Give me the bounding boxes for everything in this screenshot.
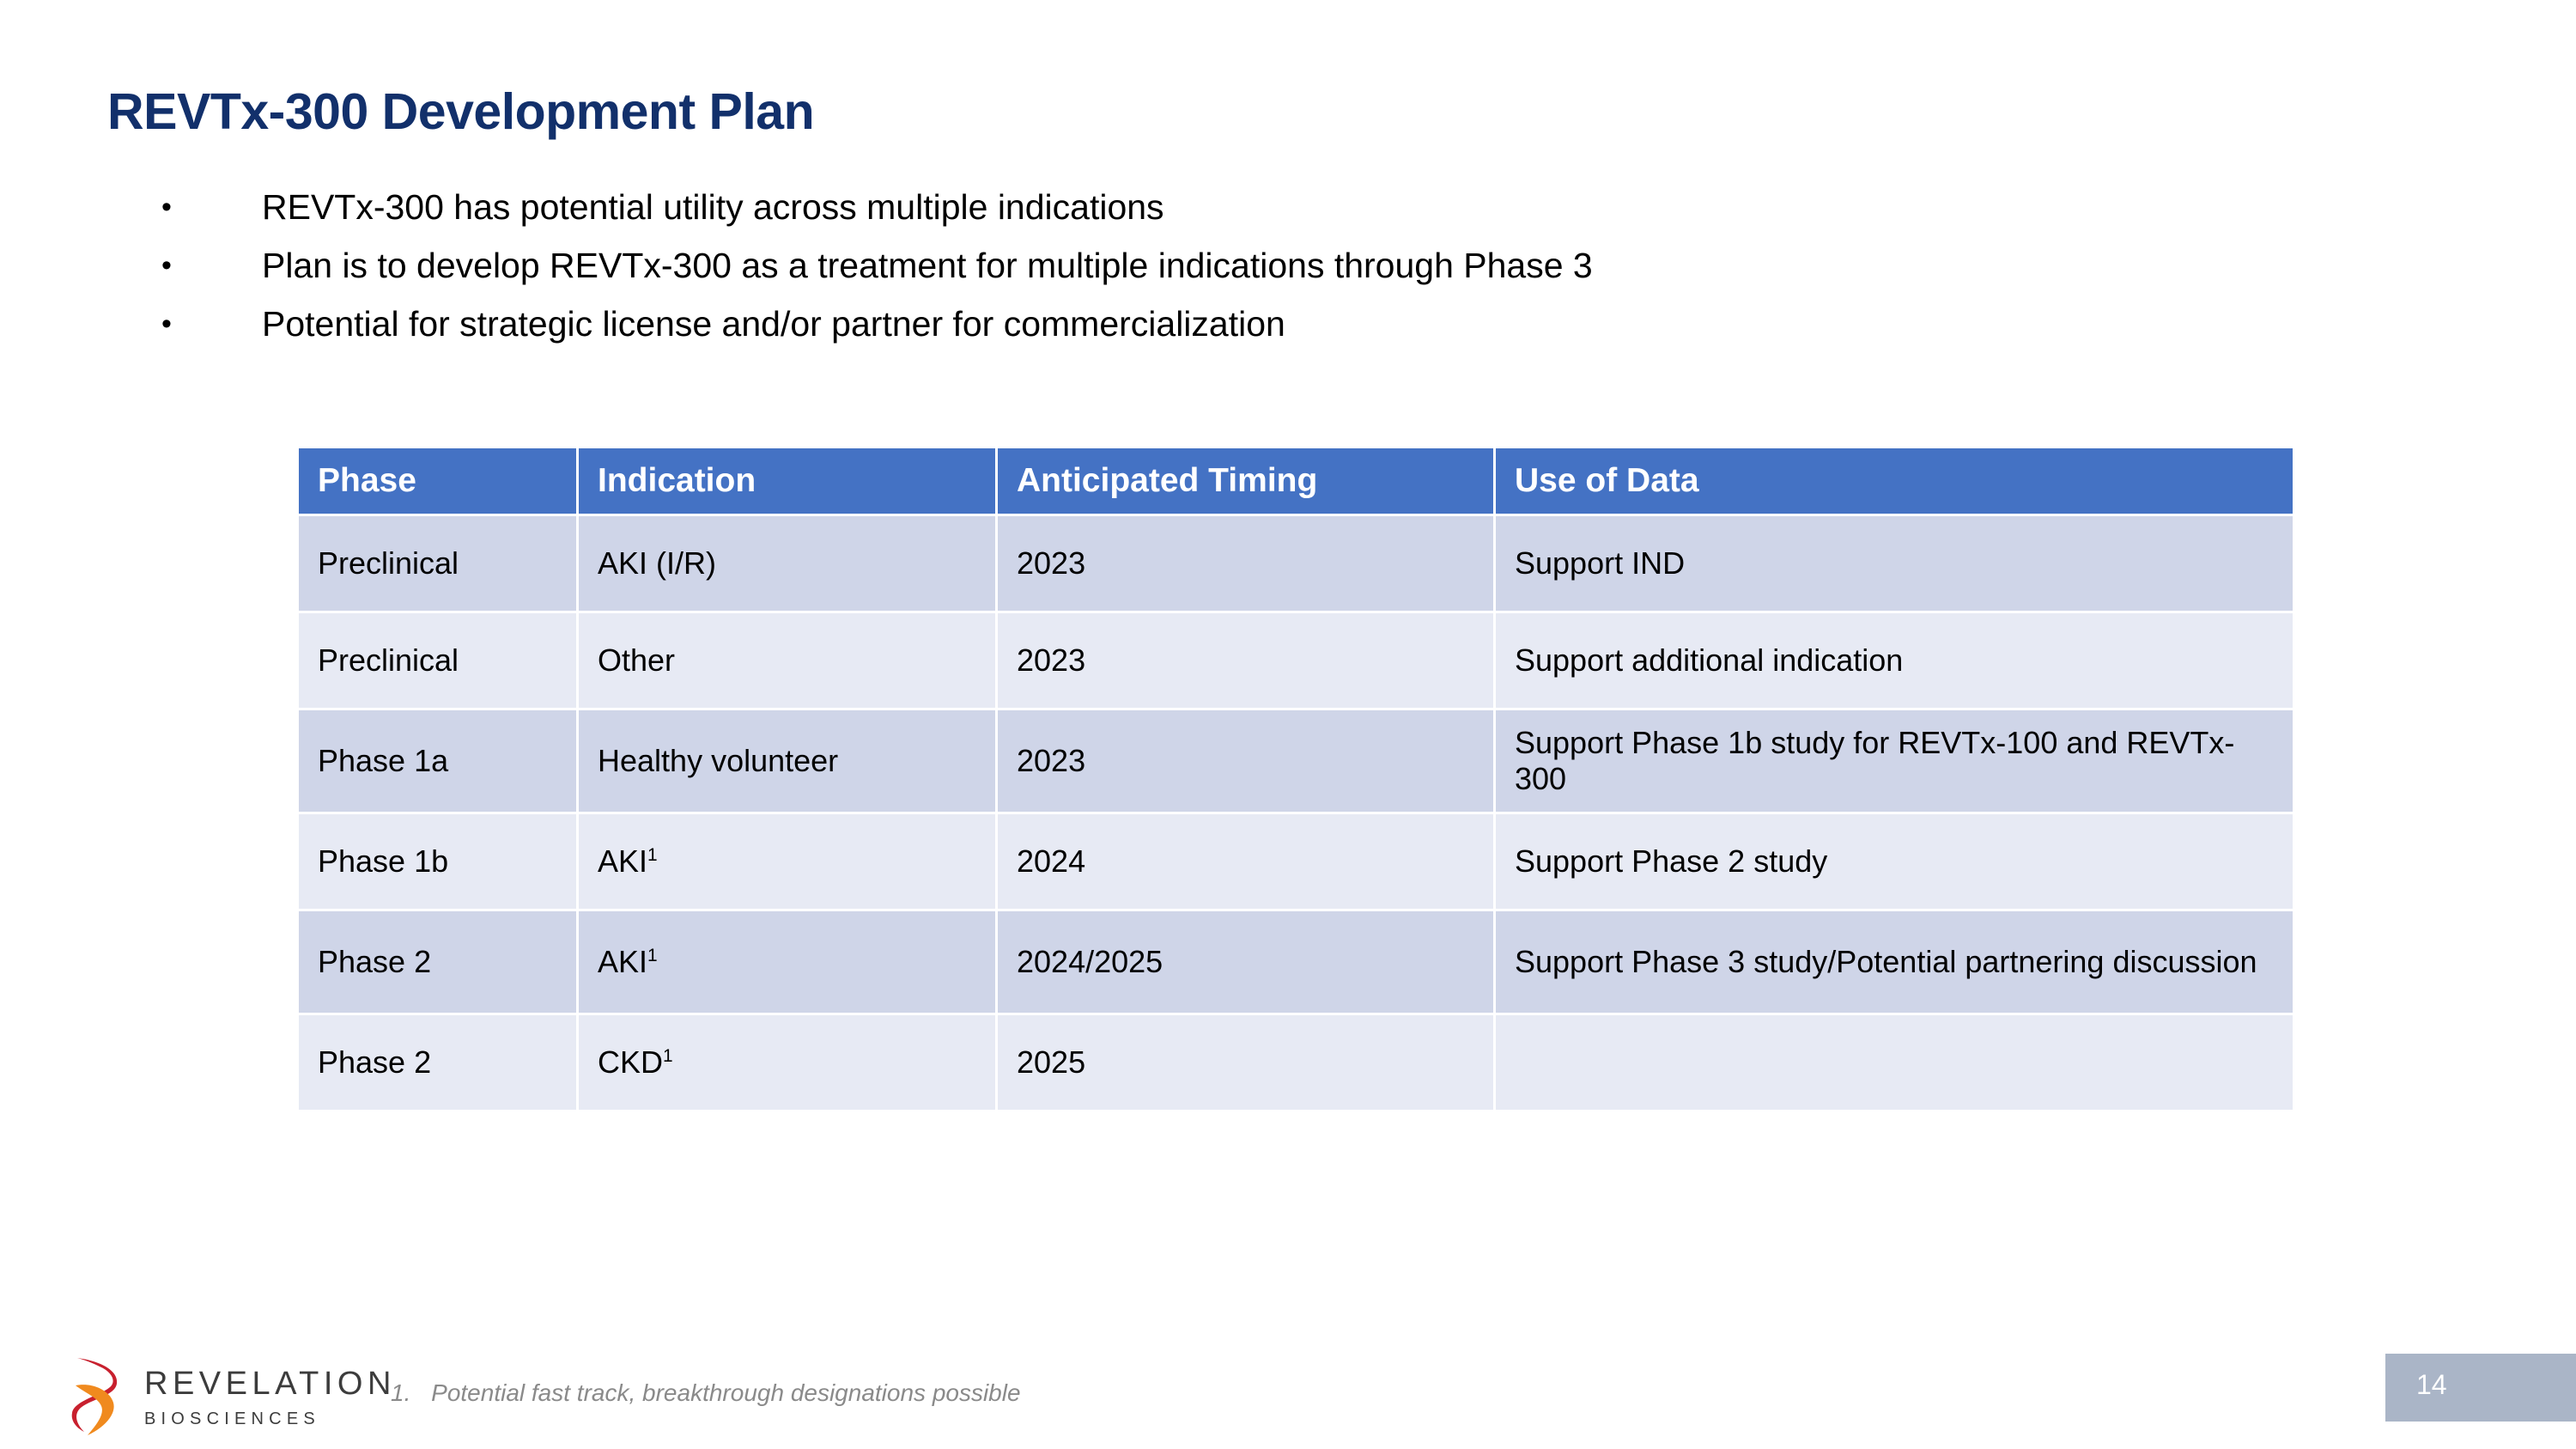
list-item: • Plan is to develop REVTx-300 as a trea… (155, 240, 2387, 299)
bullet-list: • REVTx-300 has potential utility across… (155, 182, 2387, 357)
cell-indication-text: AKI (598, 843, 648, 879)
cell-use-of-data: Support Phase 1b study for REVTx-100 and… (1496, 710, 2293, 812)
cell-indication: Other (579, 613, 995, 708)
table-row: Phase 1b AKI1 2024 Support Phase 2 study (299, 814, 2293, 909)
cell-indication-text: Other (598, 642, 676, 678)
cell-phase: Phase 1b (299, 814, 576, 909)
cell-phase: Phase 2 (299, 911, 576, 1013)
footnote-text: Potential fast track, breakthrough desig… (431, 1379, 1021, 1406)
cell-phase: Preclinical (299, 516, 576, 611)
footnote-marker: 1 (647, 945, 658, 965)
cell-use-of-data: Support IND (1496, 516, 2293, 611)
logo-company-subtitle: BIOSCIENCES (144, 1409, 320, 1428)
logo-wordmark: REVELATION BIOSCIENCES (144, 1358, 396, 1434)
cell-indication: CKD1 (579, 1015, 995, 1110)
cell-timing: 2023 (998, 516, 1493, 611)
cell-use-of-data: Support Phase 2 study (1496, 814, 2293, 909)
column-header-phase: Phase (299, 448, 576, 514)
footnote-marker: 1 (663, 1045, 673, 1066)
table-header-row: Phase Indication Anticipated Timing Use … (299, 448, 2293, 514)
page-number-badge: 14 (2385, 1354, 2576, 1422)
cell-timing: 2024 (998, 814, 1493, 909)
column-header-timing: Anticipated Timing (998, 448, 1493, 514)
page-number: 14 (2416, 1369, 2447, 1400)
cell-indication: Healthy volunteer (579, 710, 995, 812)
bullet-text: REVTx-300 has potential utility across m… (262, 187, 1164, 227)
table-row: Preclinical Other 2023 Support additiona… (299, 613, 2293, 708)
cell-use-of-data (1496, 1015, 2293, 1110)
cell-timing: 2025 (998, 1015, 1493, 1110)
table-row: Phase 2 AKI1 2024/2025 Support Phase 3 s… (299, 911, 2293, 1013)
cell-timing: 2024/2025 (998, 911, 1493, 1013)
bullet-point-icon: • (161, 249, 172, 282)
cell-timing: 2023 (998, 613, 1493, 708)
cell-indication: AKI (I/R) (579, 516, 995, 611)
bullet-text: Plan is to develop REVTx-300 as a treatm… (262, 246, 1593, 285)
footnote: 1. Potential fast track, breakthrough de… (391, 1379, 1021, 1407)
bullet-point-icon: • (161, 307, 172, 340)
table-row: Phase 2 CKD1 2025 (299, 1015, 2293, 1110)
cell-indication: AKI1 (579, 911, 995, 1013)
cell-indication: AKI1 (579, 814, 995, 909)
cell-phase: Phase 2 (299, 1015, 576, 1110)
cell-indication-text: AKI (I/R) (598, 545, 717, 581)
cell-phase: Phase 1a (299, 710, 576, 812)
list-item: • Potential for strategic license and/or… (155, 299, 2387, 357)
logo-company-name: REVELATION (144, 1366, 396, 1402)
page-title: REVTx-300 Development Plan (107, 83, 815, 140)
table-row: Phase 1a Healthy volunteer 2023 Support … (299, 710, 2293, 812)
company-logo: REVELATION BIOSCIENCES (69, 1349, 396, 1443)
cell-indication-text: CKD (598, 1044, 664, 1080)
slide-footer: REVELATION BIOSCIENCES 1. Potential fast… (0, 1349, 2576, 1449)
cell-indication-text: AKI (598, 943, 648, 979)
cell-timing: 2023 (998, 710, 1493, 812)
list-item: • REVTx-300 has potential utility across… (155, 182, 2387, 240)
bullet-text: Potential for strategic license and/or p… (262, 304, 1285, 344)
helix-logo-icon (69, 1355, 129, 1437)
cell-phase: Preclinical (299, 613, 576, 708)
footnote-marker: 1 (647, 844, 658, 865)
cell-use-of-data: Support additional indication (1496, 613, 2293, 708)
cell-indication-text: Healthy volunteer (598, 742, 839, 778)
bullet-point-icon: • (161, 191, 172, 223)
column-header-use-of-data: Use of Data (1496, 448, 2293, 514)
footnote-number: 1. (391, 1379, 411, 1406)
table-row: Preclinical AKI (I/R) 2023 Support IND (299, 516, 2293, 611)
cell-use-of-data: Support Phase 3 study/Potential partneri… (1496, 911, 2293, 1013)
development-plan-table: Phase Indication Anticipated Timing Use … (296, 446, 2295, 1112)
column-header-indication: Indication (579, 448, 995, 514)
